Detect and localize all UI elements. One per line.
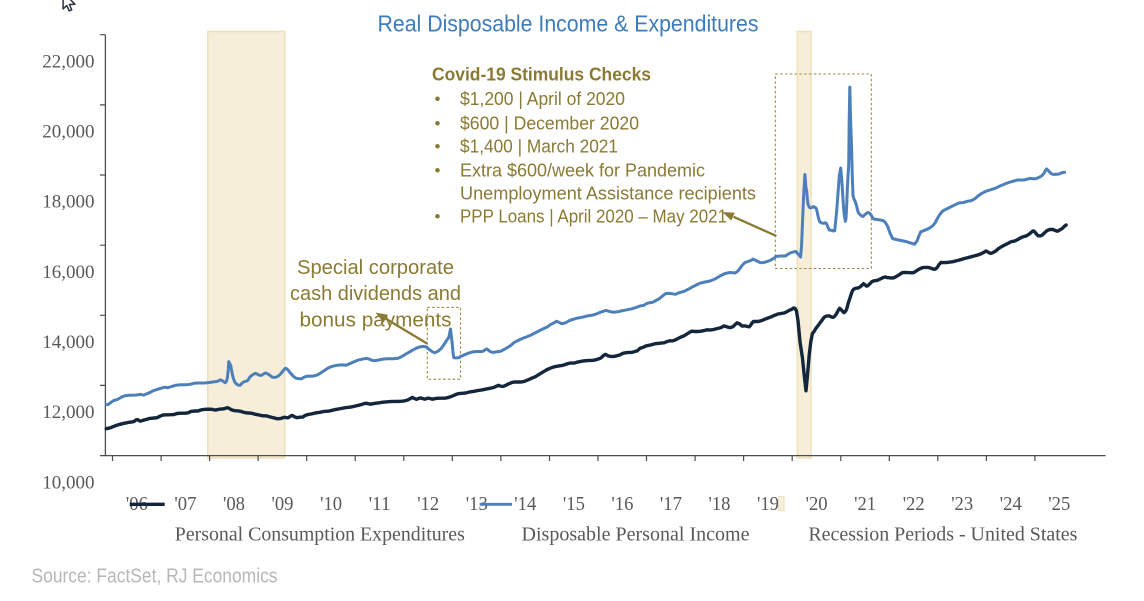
svg-text:$1,400 | March 2021: $1,400 | March 2021 (460, 136, 618, 157)
svg-text:'23: '23 (951, 493, 973, 515)
svg-text:'11: '11 (369, 493, 391, 515)
svg-text:•: • (435, 161, 441, 180)
svg-text:'09: '09 (272, 493, 294, 515)
svg-text:'24: '24 (1000, 493, 1022, 515)
svg-text:'16: '16 (611, 493, 633, 515)
svg-text:'07: '07 (174, 493, 196, 515)
svg-text:cash dividends and: cash dividends and (290, 283, 461, 305)
svg-text:•: • (435, 137, 441, 156)
svg-text:'22: '22 (903, 493, 925, 515)
svg-text:12,000: 12,000 (42, 402, 94, 423)
svg-text:'25: '25 (1048, 493, 1070, 515)
svg-text:$1,200 | April of 2020: $1,200 | April of 2020 (460, 88, 625, 109)
svg-text:•: • (435, 207, 441, 226)
svg-text:Recession Periods - United Sta: Recession Periods - United States (808, 524, 1077, 546)
svg-text:16,000: 16,000 (42, 262, 94, 283)
svg-text:bonus payments: bonus payments (300, 309, 452, 331)
svg-text:Covid-19 Stimulus Checks: Covid-19 Stimulus Checks (432, 64, 651, 85)
svg-text:Special corporate: Special corporate (297, 257, 454, 279)
svg-text:20,000: 20,000 (42, 122, 94, 143)
svg-text:'13: '13 (466, 493, 488, 515)
svg-text:$600 | December 2020: $600 | December 2020 (460, 112, 639, 133)
svg-text:Real Disposable Income & Expen: Real Disposable Income & Expenditures (378, 10, 759, 36)
svg-text:Source: FactSet, RJ Economics: Source: FactSet, RJ Economics (32, 565, 278, 587)
svg-text:22,000: 22,000 (42, 51, 94, 72)
svg-text:'17: '17 (660, 493, 682, 515)
svg-text:'10: '10 (320, 493, 342, 515)
svg-text:Disposable Personal Income: Disposable Personal Income (522, 524, 750, 546)
svg-text:'20: '20 (806, 493, 828, 515)
svg-text:'15: '15 (563, 493, 585, 515)
svg-text:Unemployment Assistance recipi: Unemployment Assistance recipients (460, 183, 756, 204)
svg-text:'21: '21 (854, 493, 876, 515)
svg-text:•: • (435, 114, 441, 133)
svg-text:'08: '08 (223, 493, 245, 515)
svg-text:'19: '19 (757, 493, 779, 515)
svg-text:10,000: 10,000 (42, 472, 94, 493)
svg-text:'18: '18 (709, 493, 731, 515)
svg-text:'12: '12 (417, 493, 439, 515)
svg-text:14,000: 14,000 (42, 332, 94, 353)
svg-text:Extra $600/week for Pandemic: Extra $600/week for Pandemic (460, 159, 705, 180)
svg-text:Personal Consumption Expenditu: Personal Consumption Expenditures (175, 524, 465, 546)
svg-text:PPP Loans | April 2020 – May 2: PPP Loans | April 2020 – May 2021 (460, 206, 727, 227)
svg-text:18,000: 18,000 (42, 192, 94, 213)
svg-text:'14: '14 (514, 493, 536, 515)
svg-text:•: • (435, 90, 441, 109)
